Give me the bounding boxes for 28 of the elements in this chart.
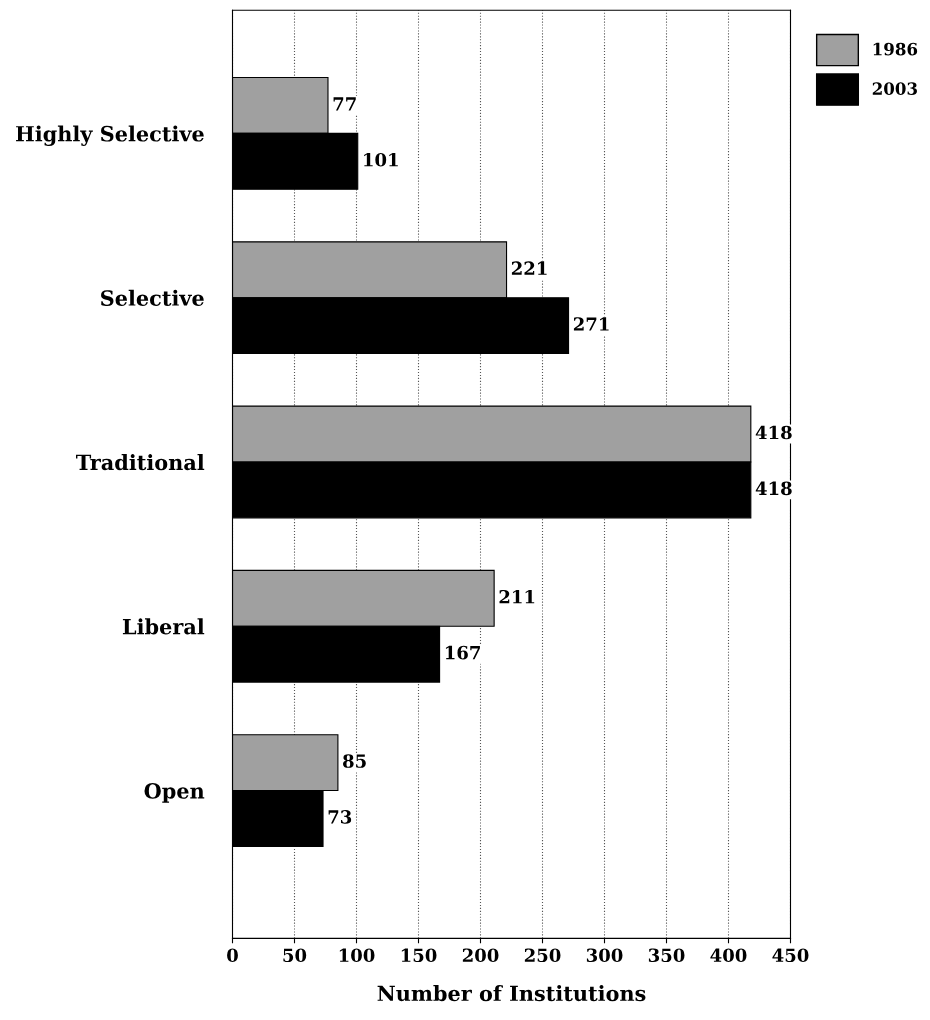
x-tick-label: 50	[283, 948, 307, 963]
x-tick-label: 250	[524, 948, 561, 963]
x-axis-title: Number of Institutions	[377, 985, 646, 1002]
x-tick-label: 100	[339, 948, 375, 963]
data-label: 418	[755, 481, 792, 496]
data-label: 167	[445, 645, 480, 660]
y-tick-label: Liberal	[122, 618, 205, 635]
x-tick-label: 300	[586, 948, 623, 963]
x-tick-label: 200	[462, 948, 499, 963]
x-tick-label: 0	[227, 948, 238, 963]
data-label: 271	[573, 317, 609, 331]
y-tick-label: Open	[144, 783, 205, 803]
legend-label: 1986	[873, 42, 918, 56]
data-label: 77	[333, 97, 356, 111]
x-tick-label: 350	[648, 948, 685, 963]
y-tick-label: Traditional	[76, 454, 205, 471]
data-label: 418	[755, 425, 792, 440]
x-tick-label: 450	[772, 948, 809, 963]
x-tick-label: 400	[710, 948, 747, 963]
x-tick-label: 150	[401, 948, 437, 963]
data-label: 101	[364, 152, 398, 167]
legend-label: 2003	[872, 82, 917, 95]
y-tick-label: Selective	[101, 289, 204, 306]
data-label: 73	[328, 810, 352, 824]
data-label: 221	[511, 261, 547, 275]
data-label: 211	[499, 589, 535, 604]
data-label: 85	[343, 754, 366, 768]
y-tick-label: Highly Selective	[16, 125, 204, 146]
